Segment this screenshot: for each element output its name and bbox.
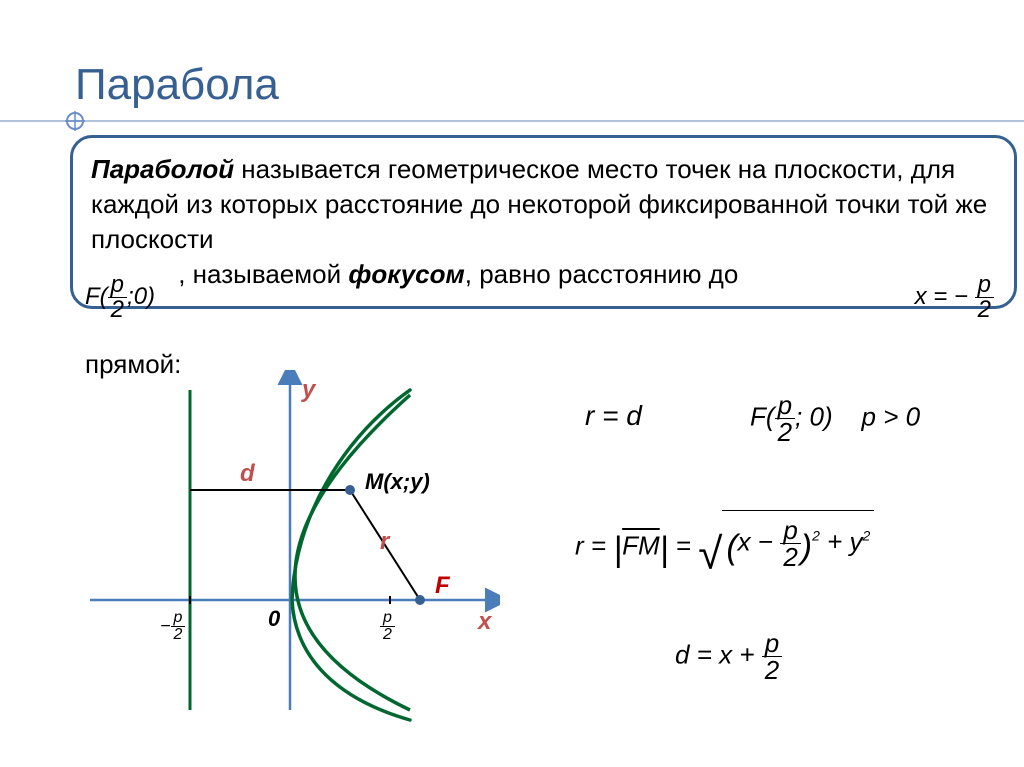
equations-area: r = d F(p2; 0) p > 0 r = |FM| = √ (x − p… [555, 400, 1015, 730]
def-text3: , равно расстоянию до [465, 259, 739, 289]
pos-p2-label: p2 [380, 610, 395, 643]
d-label: d [240, 460, 255, 488]
neg-p2-label: −p2 [160, 610, 185, 643]
origin-label: 0 [268, 606, 280, 632]
definition-box: Параболой называется геометрическое мест… [70, 135, 1017, 309]
eq-r-equals-d: r = d [585, 400, 642, 432]
focus-word: фокусом [348, 259, 464, 289]
parabola-graph [60, 370, 500, 730]
eq-focus-point: F(p2; 0) p > 0 [750, 392, 920, 445]
page-title: Парабола [75, 60, 279, 110]
eq-r-formula: r = |FM| = √ (x − p2)2 + y2 [575, 510, 874, 579]
term-lead: Параболой [91, 154, 234, 184]
divider-line [0, 120, 1024, 122]
bullet-icon [65, 111, 85, 131]
focus-f-label: F [435, 572, 450, 600]
x-axis-label: x [478, 608, 491, 636]
graph-area: у x 0 d М(х;у) r F −p2 p2 [60, 370, 500, 730]
eq-d-formula: d = x + p2 [675, 630, 782, 683]
def-text2: , называемой [178, 259, 348, 289]
r-label: r [380, 528, 389, 556]
y-axis-label: у [302, 376, 315, 404]
directrix-label: x = − p2 [915, 273, 994, 322]
point-m-label: М(х;у) [365, 470, 445, 494]
focus-point-label: F(p2;0) [85, 273, 155, 322]
